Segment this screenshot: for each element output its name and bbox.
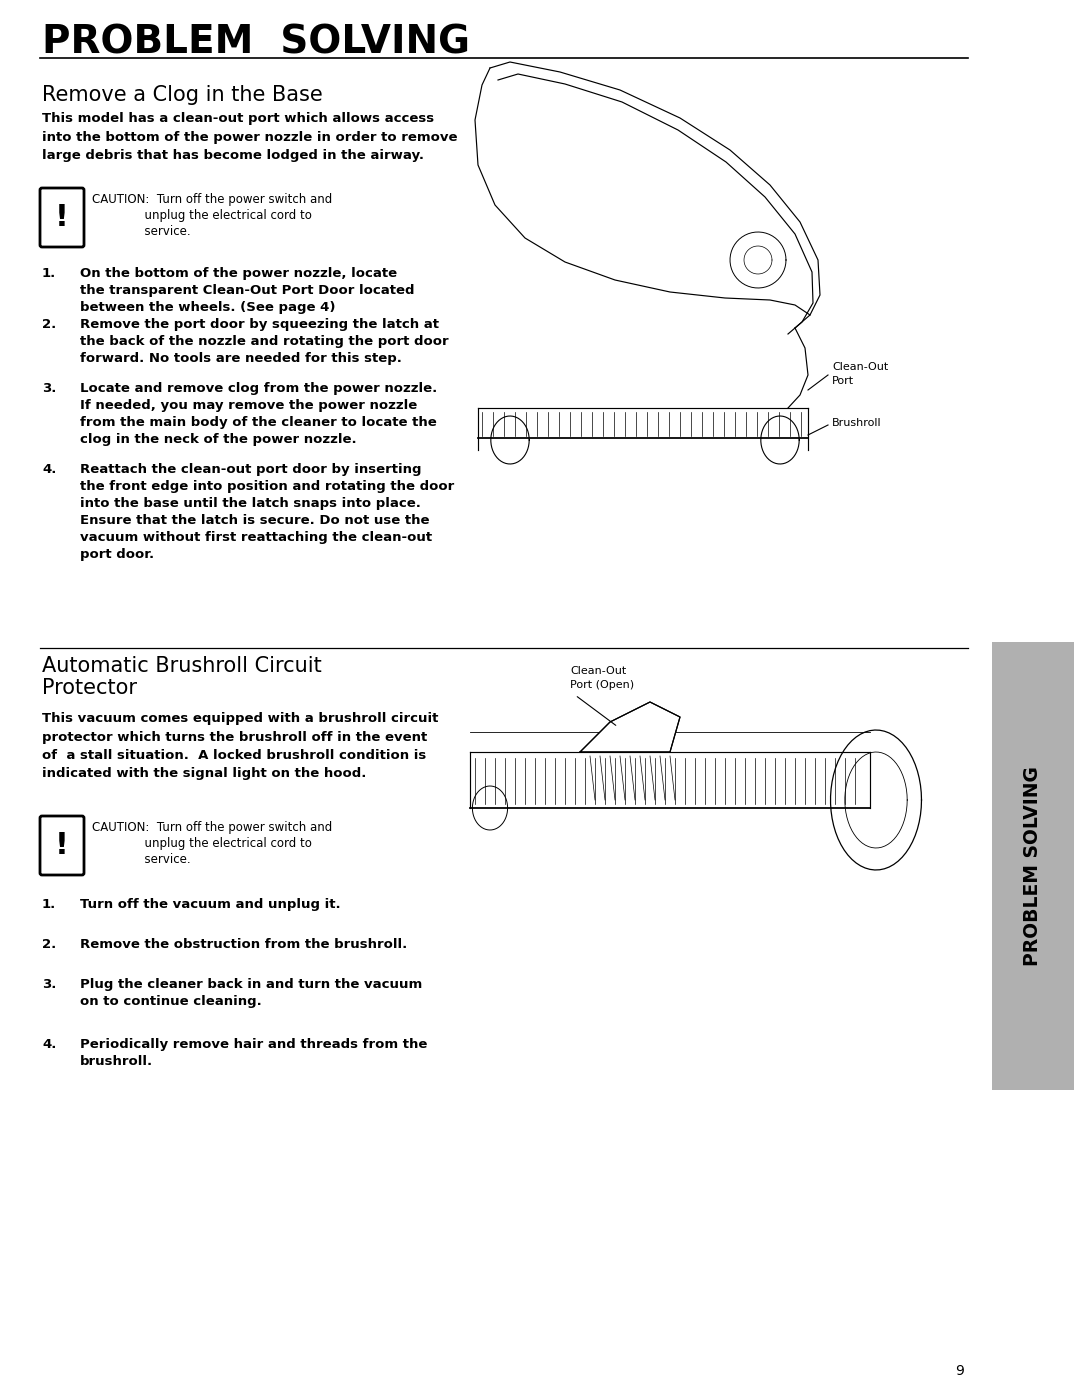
Text: Clean-Out: Clean-Out: [832, 362, 888, 372]
Text: This vacuum comes equipped with a brushroll circuit
protector which turns the br: This vacuum comes equipped with a brushr…: [42, 712, 438, 781]
Text: Brushroll: Brushroll: [832, 418, 881, 427]
Text: Port: Port: [832, 376, 854, 386]
Text: Protector: Protector: [42, 678, 137, 698]
Text: unplug the electrical cord to: unplug the electrical cord to: [92, 837, 312, 849]
Text: PROBLEM  SOLVING: PROBLEM SOLVING: [42, 24, 470, 61]
Text: vacuum without first reattaching the clean-out: vacuum without first reattaching the cle…: [80, 531, 432, 543]
Text: 3.: 3.: [42, 978, 56, 990]
Text: This model has a clean-out port which allows access
into the bottom of the power: This model has a clean-out port which al…: [42, 112, 458, 162]
Text: Turn off the vacuum and unplug it.: Turn off the vacuum and unplug it.: [80, 898, 340, 911]
FancyBboxPatch shape: [40, 189, 84, 247]
Text: on to continue cleaning.: on to continue cleaning.: [80, 995, 261, 1009]
Text: from the main body of the cleaner to locate the: from the main body of the cleaner to loc…: [80, 416, 436, 429]
Text: 9: 9: [956, 1363, 964, 1377]
Text: Ensure that the latch is secure. Do not use the: Ensure that the latch is secure. Do not …: [80, 514, 430, 527]
Text: Periodically remove hair and threads from the: Periodically remove hair and threads fro…: [80, 1038, 428, 1051]
Text: unplug the electrical cord to: unplug the electrical cord to: [92, 210, 312, 222]
Text: 4.: 4.: [42, 462, 56, 476]
Text: Remove the port door by squeezing the latch at: Remove the port door by squeezing the la…: [80, 319, 438, 331]
Text: forward. No tools are needed for this step.: forward. No tools are needed for this st…: [80, 352, 402, 365]
Text: service.: service.: [92, 854, 191, 866]
Text: into the base until the latch snaps into place.: into the base until the latch snaps into…: [80, 497, 421, 510]
Text: 3.: 3.: [42, 381, 56, 395]
Text: the front edge into position and rotating the door: the front edge into position and rotatin…: [80, 481, 455, 493]
Text: PROBLEM SOLVING: PROBLEM SOLVING: [1024, 766, 1042, 965]
Text: 1.: 1.: [42, 898, 56, 911]
Text: 2.: 2.: [42, 937, 56, 951]
Text: Reattach the clean-out port door by inserting: Reattach the clean-out port door by inse…: [80, 462, 421, 476]
Text: 1.: 1.: [42, 267, 56, 279]
Text: Remove the obstruction from the brushroll.: Remove the obstruction from the brushrol…: [80, 937, 407, 951]
Text: service.: service.: [92, 225, 191, 237]
Text: Remove a Clog in the Base: Remove a Clog in the Base: [42, 85, 323, 105]
Text: CAUTION:  Turn off the power switch and: CAUTION: Turn off the power switch and: [92, 193, 333, 205]
Text: brushroll.: brushroll.: [80, 1055, 153, 1067]
Polygon shape: [580, 703, 680, 752]
Text: 2.: 2.: [42, 319, 56, 331]
Text: clog in the neck of the power nozzle.: clog in the neck of the power nozzle.: [80, 433, 356, 446]
Text: If needed, you may remove the power nozzle: If needed, you may remove the power nozz…: [80, 400, 417, 412]
Bar: [993, 643, 1074, 1090]
Text: the back of the nozzle and rotating the port door: the back of the nozzle and rotating the …: [80, 335, 448, 348]
Text: Automatic Brushroll Circuit: Automatic Brushroll Circuit: [42, 657, 322, 676]
Text: between the wheels. (See page 4): between the wheels. (See page 4): [80, 300, 336, 314]
Text: Port (Open): Port (Open): [570, 680, 634, 690]
Text: Clean-Out: Clean-Out: [570, 666, 626, 676]
Text: CAUTION:  Turn off the power switch and: CAUTION: Turn off the power switch and: [92, 821, 333, 834]
Text: port door.: port door.: [80, 548, 154, 562]
Text: !: !: [55, 831, 69, 861]
Text: On the bottom of the power nozzle, locate: On the bottom of the power nozzle, locat…: [80, 267, 397, 279]
Text: 4.: 4.: [42, 1038, 56, 1051]
Text: !: !: [55, 204, 69, 232]
Text: Locate and remove clog from the power nozzle.: Locate and remove clog from the power no…: [80, 381, 437, 395]
Text: the transparent Clean-Out Port Door located: the transparent Clean-Out Port Door loca…: [80, 284, 415, 298]
Text: Plug the cleaner back in and turn the vacuum: Plug the cleaner back in and turn the va…: [80, 978, 422, 990]
FancyBboxPatch shape: [40, 816, 84, 875]
